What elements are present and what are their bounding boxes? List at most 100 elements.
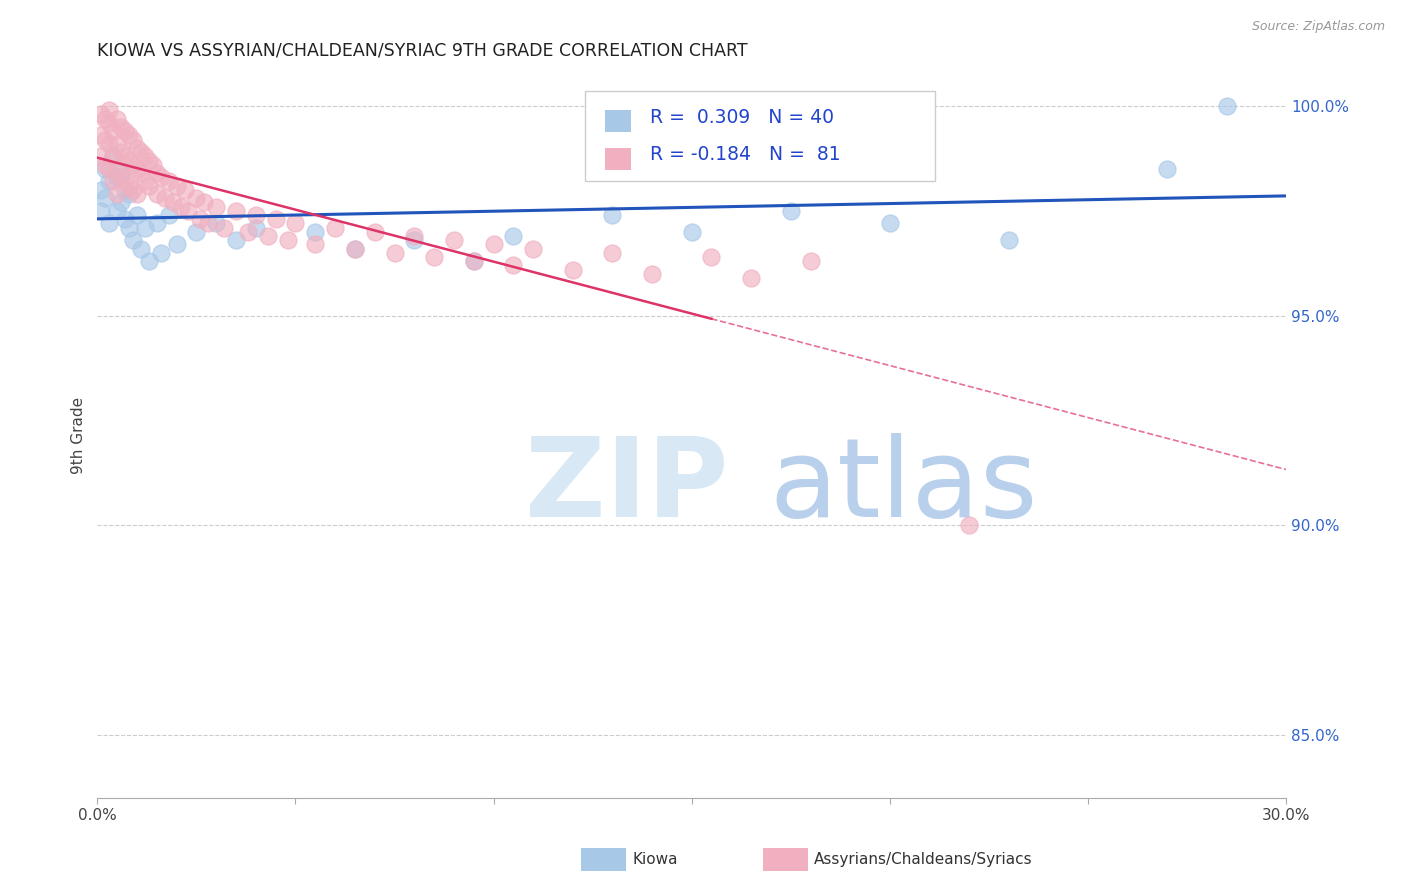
Point [90,203,112,218]
Point [149,245,172,260]
Point [98,216,121,230]
Point [125,141,148,155]
Point [114,174,136,188]
Point [236,225,259,239]
Point [118,178,141,193]
Point [110,195,132,210]
FancyBboxPatch shape [585,91,935,181]
Point [105,170,128,185]
Point [264,212,287,227]
Point [482,237,505,252]
Point [169,200,191,214]
Point [94,132,117,146]
Text: Source: ZipAtlas.com: Source: ZipAtlas.com [1251,20,1385,33]
Point [463,254,485,268]
Point [110,145,132,160]
Point [343,242,366,256]
Point [177,203,200,218]
Point [602,245,624,260]
Point [94,191,117,205]
Point [363,225,385,239]
Point [98,116,121,130]
Point [602,208,624,222]
Point [94,161,117,176]
Point [157,174,180,188]
Point [105,136,128,151]
Point [740,271,762,285]
Point [197,216,219,230]
Point [122,158,145,172]
Point [98,161,121,176]
Point [186,225,208,239]
Point [90,149,112,163]
Point [463,254,485,268]
Point [173,183,195,197]
Point [779,203,801,218]
Text: KIOWA VS ASSYRIAN/CHALDEAN/SYRIAC 9TH GRADE CORRELATION CHART: KIOWA VS ASSYRIAN/CHALDEAN/SYRIAC 9TH GR… [97,42,748,60]
Point [681,225,703,239]
Point [129,242,152,256]
Text: Assyrians/Chaldeans/Syriacs: Assyrians/Chaldeans/Syriacs [814,853,1032,867]
Point [186,191,208,205]
Point [193,195,215,210]
Point [502,259,524,273]
Point [153,191,176,205]
Point [122,132,145,146]
Point [384,245,406,260]
Point [98,174,121,188]
Point [103,174,125,188]
Point [522,242,544,256]
Point [98,136,121,151]
Point [129,145,152,160]
FancyBboxPatch shape [605,148,631,170]
Point [957,518,980,533]
Point [110,120,132,134]
Point [146,187,169,202]
Point [146,166,169,180]
Point [149,170,172,185]
Point [225,203,247,218]
Text: R = -0.184   N =  81: R = -0.184 N = 81 [650,145,841,164]
Point [304,225,326,239]
Point [799,254,821,268]
Point [103,124,125,138]
Point [146,216,169,230]
Point [94,112,117,126]
Text: atlas: atlas [769,433,1038,540]
Point [138,178,160,193]
Point [212,220,235,235]
Point [561,262,583,277]
Point [277,233,299,247]
Point [114,183,136,197]
Text: R =  0.309   N = 40: R = 0.309 N = 40 [650,108,834,127]
Point [205,200,228,214]
Point [122,233,145,247]
Point [118,128,141,143]
Point [94,158,117,172]
Point [323,220,346,235]
Point [997,233,1019,247]
Point [105,187,128,202]
Point [157,208,180,222]
Point [404,233,426,247]
Point [105,203,128,218]
Point [304,237,326,252]
Point [245,208,267,222]
Point [122,183,145,197]
Point [103,149,125,163]
Point [138,153,160,168]
Point [114,149,136,163]
Point [134,220,156,235]
Point [166,178,188,193]
Point [105,112,128,126]
Text: Kiowa: Kiowa [633,853,678,867]
Point [118,153,141,168]
Point [90,183,112,197]
Point [98,103,121,118]
Point [205,216,228,230]
Point [110,170,132,185]
Point [125,208,148,222]
Point [256,229,278,244]
Point [138,254,160,268]
Point [114,212,136,227]
